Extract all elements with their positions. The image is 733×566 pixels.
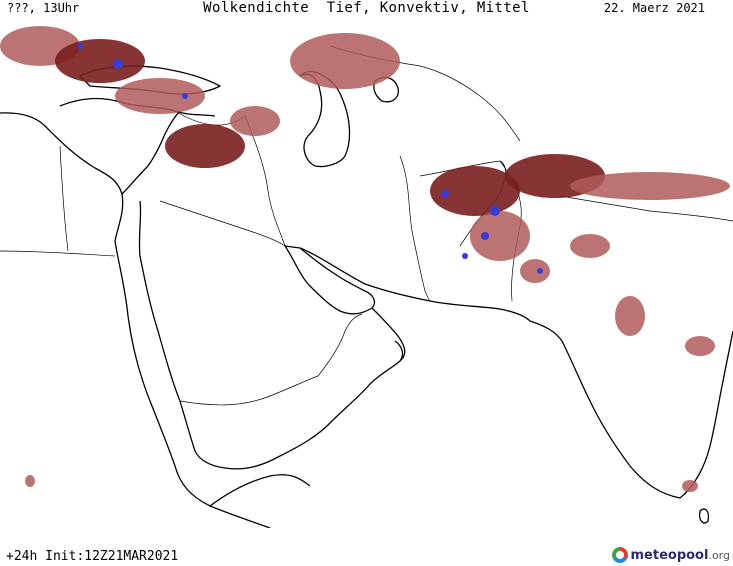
cloud-patch-himalaya bbox=[570, 172, 730, 200]
border-libya-egypt bbox=[59, 145, 69, 252]
convective-cell-pakistan-south bbox=[462, 253, 468, 259]
cloud-patch-afghanistan bbox=[430, 166, 520, 216]
init-time-label: ???, 13Uhr bbox=[7, 1, 80, 15]
convective-layer bbox=[77, 43, 543, 274]
valid-date-label: 22. Maerz 2021 bbox=[603, 1, 705, 15]
border-saudi-yemen bbox=[179, 375, 319, 406]
cloud-patch-anatolia bbox=[115, 78, 205, 114]
cloud-density-layer bbox=[0, 26, 730, 492]
weather-map bbox=[0, 16, 733, 528]
border-iran-afghan bbox=[399, 155, 431, 302]
border-egypt-sudan bbox=[0, 250, 116, 257]
coastline-africa-red-sea bbox=[0, 112, 271, 528]
coastline-iran-pakistan bbox=[299, 247, 531, 322]
coastline-arabia-west bbox=[138, 200, 404, 470]
meteopool-logo-icon bbox=[611, 547, 628, 563]
cloud-patch-caucasus bbox=[230, 106, 280, 136]
convective-cell-pakistan-mid bbox=[481, 232, 489, 240]
meteopool-logo[interactable]: meteopool .org bbox=[611, 545, 730, 565]
convective-cell-indus bbox=[537, 268, 543, 274]
run-info-label: +24h Init:12Z21MAR2021 bbox=[6, 549, 179, 564]
coastline-layer bbox=[0, 65, 733, 528]
cloud-patch-levant bbox=[165, 124, 245, 168]
coastline-india-west bbox=[529, 320, 681, 499]
border-arabia-iraq bbox=[159, 200, 286, 247]
convective-cell-anatolia bbox=[182, 93, 188, 99]
coastline-levant bbox=[121, 110, 181, 195]
cloud-patch-indus bbox=[520, 259, 550, 283]
convective-cell-pakistan-north bbox=[490, 206, 500, 216]
coastline-horn-africa bbox=[209, 474, 311, 507]
map-title: Wolkendichte Tief, Konvektiv, Mittel bbox=[203, 0, 530, 16]
convective-cell-afghanistan bbox=[441, 190, 449, 198]
coastline-india-east bbox=[679, 330, 733, 499]
coastline-sri-lanka bbox=[698, 508, 710, 524]
cloud-patch-pakistan bbox=[470, 211, 530, 261]
coastline-oman bbox=[371, 307, 406, 362]
cloud-patch-ethiopia bbox=[25, 475, 35, 487]
coastline-aral-sea bbox=[373, 76, 399, 103]
border-iran-iraq bbox=[244, 115, 286, 247]
convective-cell-balkans bbox=[77, 43, 83, 49]
cloud-patch-east-india bbox=[685, 336, 715, 356]
cloud-patch-south-india bbox=[682, 480, 698, 492]
cloud-patch-caspian-north bbox=[290, 33, 400, 89]
border-india-nepal bbox=[559, 195, 733, 222]
cloud-patch-north-india bbox=[570, 234, 610, 258]
coastline-persian-gulf bbox=[284, 245, 376, 315]
cloud-patch-aegean bbox=[55, 39, 145, 83]
logo-brand: meteopool bbox=[630, 547, 709, 563]
cloud-patch-central-india bbox=[615, 296, 645, 336]
border-oman-saudi bbox=[317, 313, 363, 377]
logo-suffix: .org bbox=[708, 548, 730, 562]
convective-cell-aegean bbox=[113, 59, 123, 69]
